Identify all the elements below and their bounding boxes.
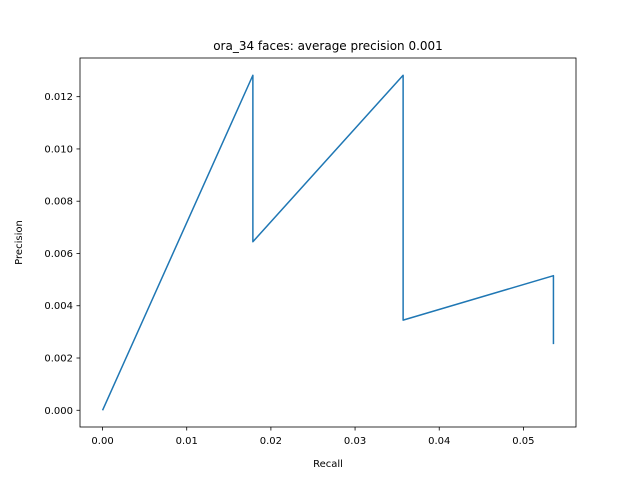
y-tick-label: 0.008 xyxy=(44,197,73,208)
x-tick-label: 0.04 xyxy=(428,436,450,447)
x-tick-label: 0.05 xyxy=(512,436,534,447)
y-tick-label: 0.000 xyxy=(44,406,73,417)
y-tick-label: 0.012 xyxy=(44,92,73,103)
x-tick-label: 0.01 xyxy=(176,436,198,447)
y-tick-label: 0.002 xyxy=(44,354,73,365)
x-tick-label: 0.02 xyxy=(260,436,282,447)
plot-frame xyxy=(79,57,577,428)
x-axis-ticks: 0.00 0.01 0.02 0.03 0.04 0.05 xyxy=(91,427,535,447)
y-tick-label: 0.006 xyxy=(44,249,73,260)
series-layer xyxy=(101,74,555,411)
x-tick-label: 0.03 xyxy=(344,436,366,447)
y-tick-label: 0.010 xyxy=(44,144,73,155)
series-line-0 xyxy=(101,74,555,411)
x-axis-label: Recall xyxy=(313,459,343,470)
chart-title: ora_34 faces: average precision 0.001 xyxy=(213,39,443,53)
y-tick-label: 0.004 xyxy=(44,301,73,312)
plot-area xyxy=(80,58,576,427)
y-axis-label: Precision xyxy=(14,220,25,265)
x-tick-label: 0.00 xyxy=(91,436,113,447)
y-axis-ticks: 0.000 0.002 0.004 0.006 0.008 0.010 0.012 xyxy=(44,92,80,417)
